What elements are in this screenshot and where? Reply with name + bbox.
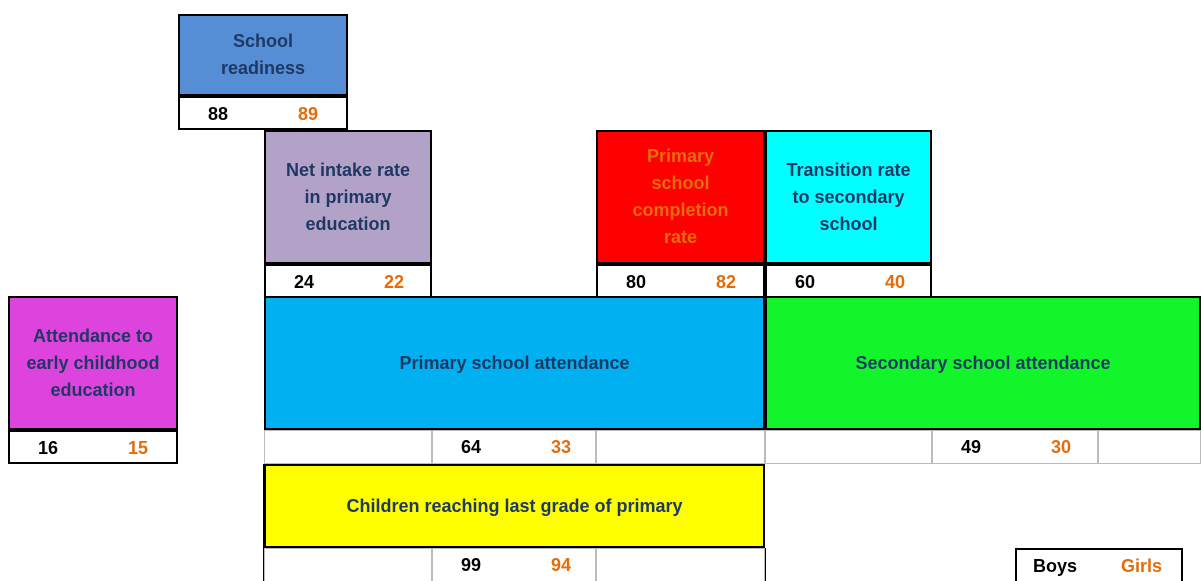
girls-value: 15 xyxy=(128,438,149,458)
indicator-box: Net intake rate in primary education xyxy=(264,130,432,264)
girls-value: 33 xyxy=(551,437,572,457)
empty-cell xyxy=(765,430,932,464)
boys-value: 80 xyxy=(626,272,647,292)
indicator-label: Attendance to early childhood education xyxy=(26,325,160,400)
indicator-box: Attendance to early childhood education xyxy=(8,296,178,430)
indicator-label: Transition rate to secondary school xyxy=(786,159,911,234)
girls-value: 89 xyxy=(298,104,319,124)
indicator-label: Secondary school attendance xyxy=(855,352,1111,373)
boys-value: 16 xyxy=(38,438,59,458)
value-cell: 88 89 xyxy=(178,96,348,130)
boys-value: 99 xyxy=(461,555,482,575)
value-cell: 80 82 xyxy=(596,264,765,298)
boys-value: 49 xyxy=(961,437,982,457)
girls-value: 82 xyxy=(716,272,737,292)
legend-boys: Boys xyxy=(1033,556,1078,576)
legend-girls: Girls xyxy=(1121,556,1163,576)
indicator-label: School readiness xyxy=(220,31,306,78)
indicator-box: Primary school attendance xyxy=(264,296,765,430)
indicator-box: Children reaching last grade of primary xyxy=(264,464,765,548)
girls-value: 30 xyxy=(1051,437,1072,457)
boys-value: 64 xyxy=(461,437,482,457)
indicator-label: Primary school attendance xyxy=(399,352,630,373)
empty-cell xyxy=(264,548,432,581)
boys-value: 24 xyxy=(294,272,315,292)
indicator-label: Children reaching last grade of primary xyxy=(346,495,683,516)
boys-value: 88 xyxy=(208,104,229,124)
value-cell: 49 30 xyxy=(932,430,1098,464)
empty-cell xyxy=(1098,430,1201,464)
indicator-box: Primary school completion rate xyxy=(596,130,765,264)
empty-cell xyxy=(264,430,432,464)
indicator-box: School readiness xyxy=(178,14,348,96)
indicator-label: Net intake rate in primary education xyxy=(285,159,411,234)
value-cell: 64 33 xyxy=(432,430,596,464)
indicator-label: Primary school completion rate xyxy=(632,146,729,247)
legend: Boys Girls xyxy=(1015,548,1183,581)
divider xyxy=(764,548,766,581)
indicator-box: Secondary school attendance xyxy=(765,296,1201,430)
value-cell: 99 94 xyxy=(432,548,596,581)
value-cell: 60 40 xyxy=(765,264,932,298)
girls-value: 22 xyxy=(384,272,405,292)
empty-cell xyxy=(596,548,765,581)
indicator-box: Transition rate to secondary school xyxy=(765,130,932,264)
boys-value: 60 xyxy=(795,272,816,292)
value-cell: 16 15 xyxy=(8,430,178,464)
empty-cell xyxy=(596,430,765,464)
girls-value: 40 xyxy=(885,272,906,292)
girls-value: 94 xyxy=(551,555,572,575)
value-cell: 24 22 xyxy=(264,264,432,298)
